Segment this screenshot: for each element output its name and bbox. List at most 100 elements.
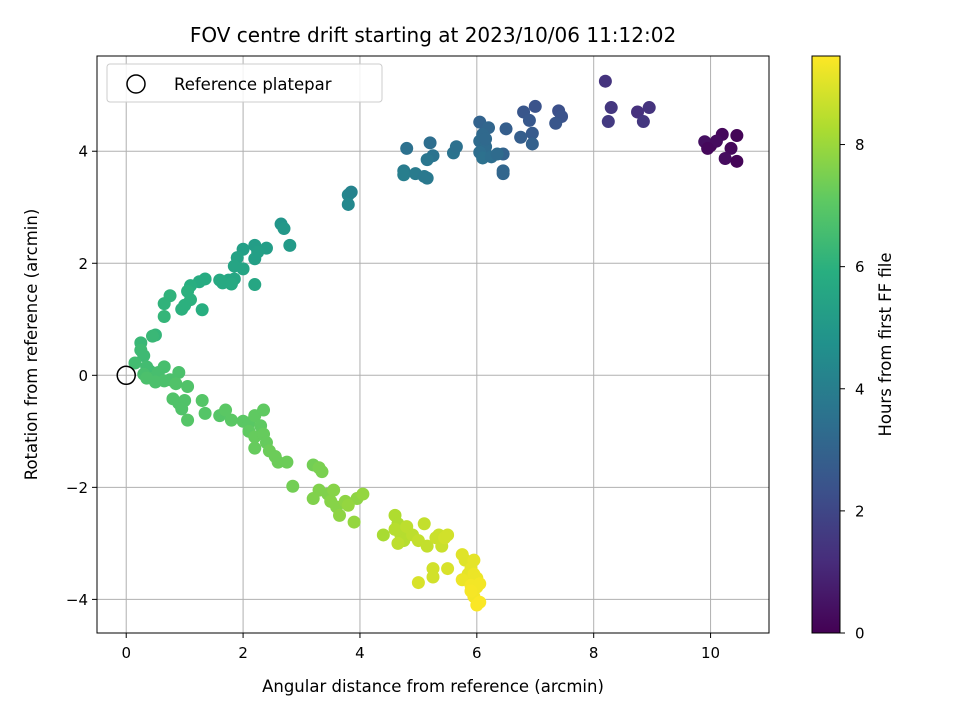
data-point <box>178 298 192 312</box>
data-point <box>280 455 294 469</box>
data-point <box>441 528 455 542</box>
data-point <box>224 277 238 291</box>
data-point <box>420 171 434 185</box>
data-point <box>347 515 361 529</box>
data-point <box>277 222 291 236</box>
colorbar-frame <box>811 55 841 634</box>
data-point <box>479 132 493 146</box>
data-point <box>146 329 160 343</box>
data-point <box>473 595 487 609</box>
data-point <box>449 140 463 154</box>
data-point <box>525 126 539 140</box>
colorbar-gradient <box>812 56 840 633</box>
data-point <box>730 129 744 143</box>
x-tick-label: 0 <box>121 644 131 662</box>
legend-entry-reference-platepar: Reference platepar <box>174 75 332 94</box>
legend-marker-open-circle <box>126 74 146 94</box>
data-point <box>248 252 262 266</box>
legend-box <box>106 63 383 103</box>
data-point <box>496 164 510 178</box>
data-point <box>175 402 189 416</box>
data-point <box>172 366 186 380</box>
reference-marker-layer <box>116 365 136 386</box>
data-point <box>420 539 434 553</box>
colorbar-tick-label: 0 <box>855 625 865 643</box>
data-point <box>709 134 723 148</box>
data-point <box>417 517 431 531</box>
data-point <box>426 570 440 584</box>
data-point <box>411 576 425 590</box>
data-point <box>391 536 405 550</box>
data-point <box>140 371 154 385</box>
data-point <box>181 380 195 394</box>
data-point <box>356 487 370 501</box>
data-point <box>327 483 341 497</box>
data-point <box>549 116 563 130</box>
data-point <box>198 406 212 420</box>
y-tick-label: −2 <box>66 479 88 497</box>
y-tick-label: 2 <box>78 255 88 273</box>
data-point <box>341 197 355 211</box>
data-point <box>718 152 732 166</box>
data-point <box>423 136 437 150</box>
data-point <box>528 99 542 113</box>
chart-title: FOV centre drift starting at 2023/10/06 … <box>190 23 676 47</box>
data-point <box>464 584 478 598</box>
data-point <box>376 528 390 542</box>
colorbar-ticks: 0 2 4 6 8 <box>840 136 865 643</box>
scatter-points <box>128 74 744 612</box>
data-point <box>181 413 195 427</box>
data-point <box>137 349 151 363</box>
data-point <box>441 562 455 576</box>
colorbar-tick-label: 4 <box>855 380 865 398</box>
data-point <box>219 403 233 417</box>
y-tick-label: 4 <box>78 143 88 161</box>
data-point <box>157 297 171 311</box>
data-point <box>224 413 238 427</box>
x-axis-label: Angular distance from reference (arcmin) <box>262 677 604 696</box>
data-point <box>248 441 262 455</box>
data-point <box>604 101 618 115</box>
y-tick-label: 0 <box>78 367 88 385</box>
data-point <box>213 273 227 287</box>
data-point <box>473 577 487 591</box>
x-tick-label: 2 <box>238 644 248 662</box>
data-point <box>642 101 656 115</box>
data-point <box>236 262 250 276</box>
data-point <box>128 356 142 370</box>
data-point <box>397 168 411 182</box>
y-axis-label: Rotation from reference (arcmin) <box>22 209 41 481</box>
colorbar-tick-label: 2 <box>855 502 865 520</box>
y-axis-ticks: −4 −2 0 2 4 <box>66 143 97 609</box>
x-tick-label: 10 <box>701 644 720 662</box>
data-point <box>522 113 536 127</box>
reference-platepar-marker <box>116 365 136 386</box>
data-point <box>701 141 715 155</box>
data-point <box>286 479 300 493</box>
data-point <box>341 498 355 512</box>
data-point <box>598 74 612 88</box>
data-point <box>601 115 615 129</box>
colorbar-tick-label: 6 <box>855 258 865 276</box>
x-tick-label: 8 <box>589 644 599 662</box>
data-point <box>195 394 209 408</box>
data-point <box>312 461 326 475</box>
data-point <box>333 508 347 522</box>
x-tick-label: 4 <box>355 644 365 662</box>
colorbar: 0 2 4 6 8 Hours from first FF file <box>811 55 895 643</box>
data-point <box>344 185 358 199</box>
data-point <box>636 115 650 129</box>
data-point <box>195 303 209 317</box>
data-point <box>257 403 271 417</box>
data-point <box>730 154 744 168</box>
data-point <box>499 122 513 136</box>
data-point <box>400 141 414 155</box>
data-point <box>420 153 434 167</box>
x-tick-label: 6 <box>472 644 482 662</box>
data-point <box>724 141 738 155</box>
plot-frame <box>96 55 770 634</box>
colorbar-label: Hours from first FF file <box>876 252 895 436</box>
data-point <box>514 130 528 144</box>
legend: Reference platepar <box>106 63 383 103</box>
